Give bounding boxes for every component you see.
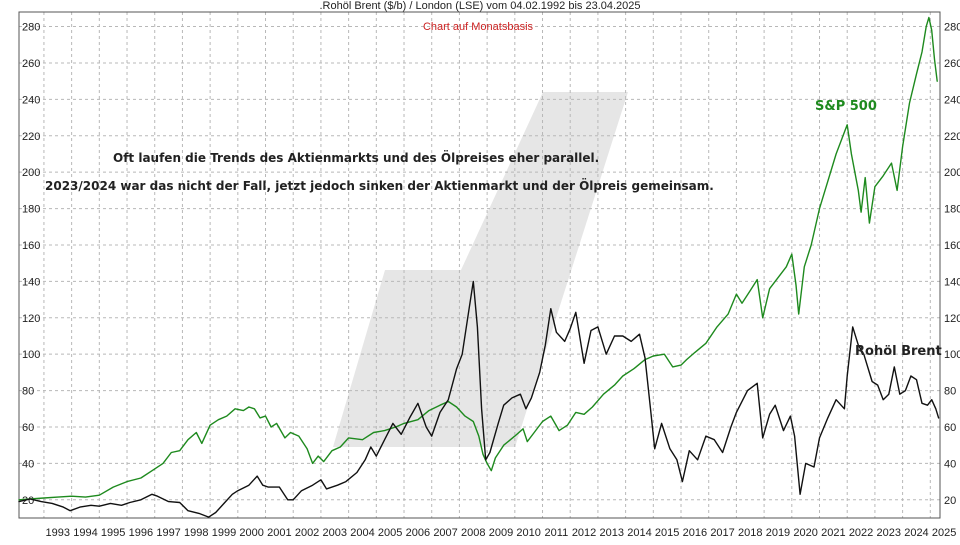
x-tick-label: 2020 bbox=[793, 527, 817, 539]
x-tick-label: 1995 bbox=[101, 527, 125, 539]
x-tick-label: 2014 bbox=[627, 527, 651, 539]
y-tick-label-right: 100 bbox=[944, 349, 960, 361]
x-axis: 1993 1994 1995 1996 1997 1998 1999 2000 2001 2002… bbox=[46, 527, 957, 539]
y-tick-label-left: 180 bbox=[22, 204, 40, 216]
x-tick-label: 2000 bbox=[239, 527, 263, 539]
y-tick-label-left: 240 bbox=[22, 94, 40, 106]
y-tick-label-right: 120 bbox=[944, 313, 960, 325]
x-tick-label: 2007 bbox=[433, 527, 457, 539]
x-tick-label: 2010 bbox=[516, 527, 540, 539]
y-tick-label-left: 280 bbox=[22, 22, 40, 34]
chart-title: .Rohöl Brent ($/b) / London (LSE) vom 04… bbox=[319, 0, 640, 12]
x-tick-label: 2003 bbox=[323, 527, 347, 539]
x-tick-label: 1996 bbox=[129, 527, 153, 539]
y-tick-label-left: 60 bbox=[22, 422, 34, 434]
x-tick-label: 2024 bbox=[904, 527, 928, 539]
watermark-logo bbox=[333, 92, 628, 447]
y-tick-label-left: 100 bbox=[22, 349, 40, 361]
y-tick-label-right: 60 bbox=[944, 422, 956, 434]
y-axis-right: 20 40 60 80 100 120 140 160 180 200 220 240 260 280 bbox=[944, 22, 960, 507]
x-tick-label: 1997 bbox=[156, 527, 180, 539]
annotation-line-2: 2023/2024 war das nicht der Fall, jetzt … bbox=[45, 178, 714, 193]
x-tick-label: 2002 bbox=[295, 527, 319, 539]
x-tick-label: 2005 bbox=[378, 527, 402, 539]
x-tick-label: 2018 bbox=[738, 527, 762, 539]
y-tick-label-right: 160 bbox=[944, 240, 960, 252]
x-tick-label: 1998 bbox=[184, 527, 208, 539]
x-tick-label: 1993 bbox=[46, 527, 70, 539]
x-tick-label: 2025 bbox=[932, 527, 956, 539]
y-tick-label-right: 80 bbox=[944, 386, 956, 398]
y-tick-label-left: 80 bbox=[22, 386, 34, 398]
x-tick-label: 1999 bbox=[212, 527, 236, 539]
x-tick-label: 2022 bbox=[849, 527, 873, 539]
x-tick-label: 2008 bbox=[461, 527, 485, 539]
x-tick-label: 2012 bbox=[572, 527, 596, 539]
series-label-brent: Rohöl Brent bbox=[855, 344, 942, 359]
y-tick-label-right: 200 bbox=[944, 167, 960, 179]
y-tick-label-right: 260 bbox=[944, 58, 960, 70]
annotation-line-1: Oft laufen die Trends des Aktienmarkts u… bbox=[113, 150, 599, 165]
series-line-brent bbox=[18, 280, 940, 518]
x-tick-label: 2017 bbox=[710, 527, 734, 539]
y-tick-label-left: 160 bbox=[22, 240, 40, 252]
series-layer bbox=[18, 16, 940, 518]
y-tick-label-left: 40 bbox=[22, 458, 34, 470]
chart-subtitle: Chart auf Monatsbasis bbox=[423, 21, 534, 33]
x-tick-label: 2023 bbox=[877, 527, 901, 539]
y-axis-left: 20 40 60 80 100 120 140 160 180 200 220 240 260 280 bbox=[22, 22, 40, 507]
y-tick-label-left: 260 bbox=[22, 58, 40, 70]
x-tick-label: 2011 bbox=[545, 527, 569, 539]
y-tick-label-right: 20 bbox=[944, 495, 956, 507]
y-tick-label-left: 20 bbox=[22, 495, 34, 507]
x-tick-label: 2013 bbox=[600, 527, 624, 539]
x-tick-label: 2009 bbox=[489, 527, 513, 539]
y-tick-label-left: 120 bbox=[22, 313, 40, 325]
y-tick-label-right: 280 bbox=[944, 22, 960, 34]
plot-frame bbox=[18, 11, 941, 519]
y-tick-label-right: 180 bbox=[944, 204, 960, 216]
x-tick-label: 2019 bbox=[766, 527, 790, 539]
x-tick-label: 2021 bbox=[821, 527, 845, 539]
x-tick-label: 2015 bbox=[655, 527, 679, 539]
x-tick-label: 2004 bbox=[350, 527, 374, 539]
y-tick-label-right: 40 bbox=[944, 458, 956, 470]
y-tick-label-left: 220 bbox=[22, 131, 40, 143]
x-tick-label: 2016 bbox=[683, 527, 707, 539]
y-tick-label-left: 200 bbox=[22, 167, 40, 179]
x-tick-label: 2001 bbox=[267, 527, 291, 539]
series-label-sp500: S&P 500 bbox=[815, 99, 877, 114]
y-tick-label-right: 220 bbox=[944, 131, 960, 143]
series-line-sp500 bbox=[18, 16, 938, 501]
y-tick-label-left: 140 bbox=[22, 276, 40, 288]
x-tick-label: 1994 bbox=[73, 527, 97, 539]
y-tick-label-right: 140 bbox=[944, 276, 960, 288]
x-tick-label: 2006 bbox=[406, 527, 430, 539]
y-tick-label-right: 240 bbox=[944, 94, 960, 106]
